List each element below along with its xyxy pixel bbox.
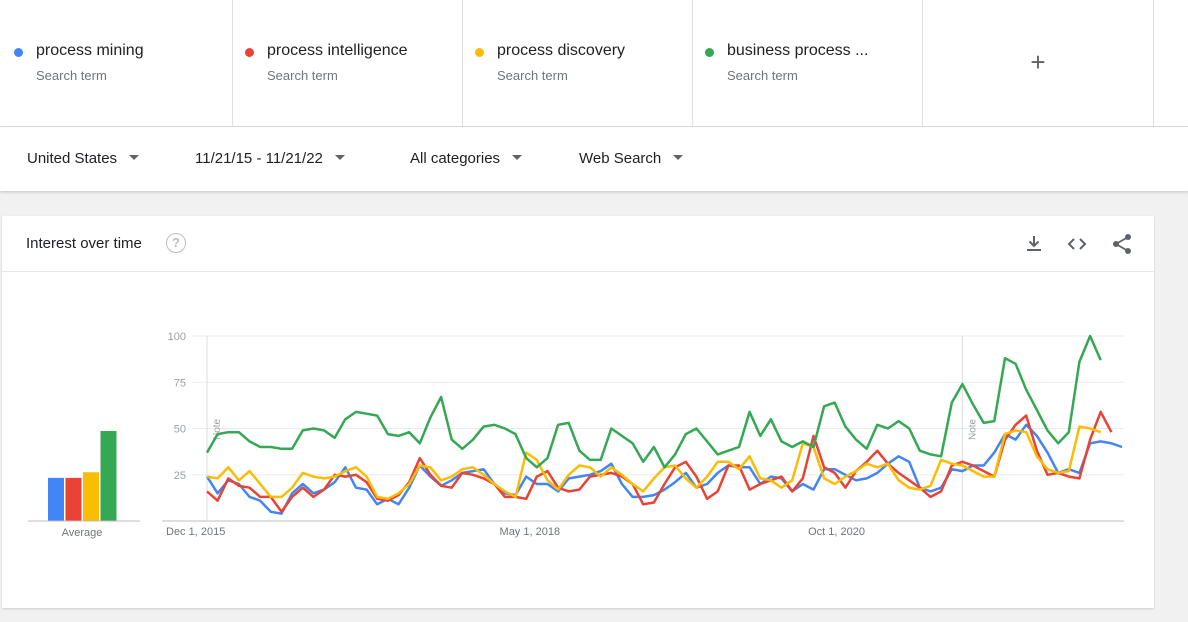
term-card-process-mining[interactable]: process mining Search term — [2, 0, 233, 127]
chevron-down-icon — [334, 154, 345, 160]
y-tick-label: 50 — [174, 424, 186, 436]
note-label: Note — [212, 418, 223, 440]
series-color-dot — [245, 48, 254, 57]
average-label: Average — [62, 527, 103, 539]
code-icon[interactable] — [1065, 232, 1089, 256]
series-color-dot — [14, 48, 23, 57]
chevron-down-icon — [129, 154, 140, 160]
share-icon[interactable] — [1110, 232, 1134, 256]
chart-series-lines — [205, 334, 1123, 515]
term-card-business-process[interactable]: business process ... Search term — [693, 0, 923, 127]
average-bar — [65, 477, 82, 521]
term-type-label: Search term — [727, 68, 798, 83]
term-name: process mining — [36, 42, 144, 59]
term-name: process discovery — [497, 42, 626, 59]
chart-x-ticks: Dec 1, 2015 May 1, 2018 Oct 1, 2020 — [166, 526, 865, 538]
interest-over-time-card: Interest over time ? Average 25 50 75 100 N… — [2, 216, 1154, 608]
chevron-down-icon — [673, 154, 684, 160]
download-icon[interactable] — [1022, 232, 1046, 256]
series-line-process-discovery — [206, 425, 1102, 501]
search-terms-bar: process mining Search term process intel… — [0, 0, 1188, 127]
card-header: Interest over time ? — [2, 216, 1154, 272]
search-type-dropdown[interactable]: Web Search — [579, 150, 684, 167]
average-bar — [48, 477, 64, 521]
x-tick-label: Dec 1, 2015 — [166, 526, 225, 538]
series-color-dot — [475, 48, 484, 57]
x-tick-label: Oct 1, 2020 — [808, 526, 865, 538]
date-range-label: 11/21/15 - 11/21/22 — [195, 150, 323, 167]
note-label: Note — [967, 418, 978, 440]
series-line-process-intelligence — [206, 410, 1113, 514]
card-title: Interest over time — [26, 235, 142, 252]
search-type-label: Web Search — [579, 150, 662, 167]
chart-gridlines: 25 50 75 100 — [162, 331, 1124, 522]
help-circle-icon[interactable]: ? — [166, 233, 186, 253]
category-dropdown[interactable]: All categories — [410, 150, 523, 167]
average-bar — [100, 431, 117, 521]
add-term-button[interactable]: + — [1030, 47, 1046, 77]
term-name: business process ... — [727, 42, 869, 59]
series-line-process-mining — [205, 423, 1123, 515]
category-label: All categories — [410, 150, 501, 167]
region-label: United States — [27, 150, 118, 167]
add-term-card — [923, 0, 1154, 127]
chevron-down-icon — [512, 154, 523, 160]
filters-bar: United States 11/21/15 - 11/21/22 All ca… — [0, 127, 1188, 191]
term-type-label: Search term — [267, 68, 338, 83]
series-color-dot — [705, 48, 714, 57]
term-type-label: Search term — [36, 68, 107, 83]
series-line-business-process — [205, 334, 1102, 469]
term-card-process-discovery[interactable]: process discovery Search term — [463, 0, 693, 127]
y-tick-label: 75 — [174, 377, 186, 389]
y-tick-label: 100 — [168, 331, 186, 343]
x-tick-label: May 1, 2018 — [500, 526, 561, 538]
average-bar — [83, 472, 99, 521]
term-name: process intelligence — [267, 42, 408, 59]
region-dropdown[interactable]: United States — [27, 150, 140, 167]
average-bars: Average — [28, 431, 140, 539]
date-range-dropdown[interactable]: 11/21/15 - 11/21/22 — [195, 150, 345, 167]
y-tick-label: 25 — [174, 470, 186, 482]
term-card-process-intelligence[interactable]: process intelligence Search term — [233, 0, 463, 127]
interest-over-time-chart: Average 25 50 75 100 Note Note Dec 1, 2015 Ma… — [28, 331, 1124, 539]
chart-notes: Note Note — [206, 336, 978, 521]
term-type-label: Search term — [497, 68, 568, 83]
